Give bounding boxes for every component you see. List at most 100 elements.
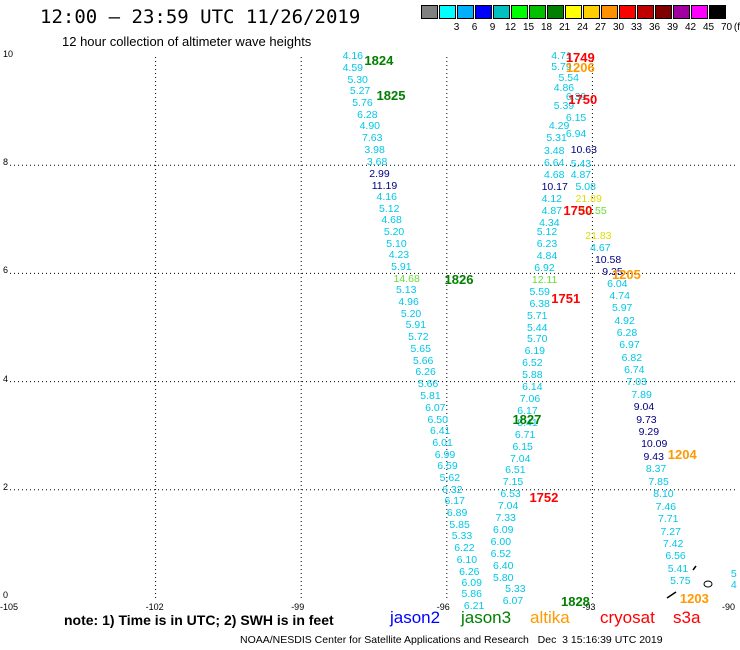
swh-value: 3.68 bbox=[366, 156, 388, 169]
swh-value: 4.92 bbox=[614, 315, 635, 328]
swh-value: 5.65 bbox=[410, 343, 431, 356]
legend-swatch bbox=[709, 5, 726, 19]
legend-label: 18 bbox=[540, 22, 553, 33]
swh-value: 5.81 bbox=[420, 389, 441, 402]
y-tick-label: 8 bbox=[3, 157, 9, 168]
swh-value: 4.67 bbox=[590, 242, 611, 255]
swh-value: 5.44 bbox=[527, 321, 548, 334]
swh-value: 4.84 bbox=[536, 250, 558, 263]
pass-time-label: 1751 bbox=[551, 290, 581, 306]
swh-value: 4.59 bbox=[342, 61, 364, 74]
swh-value: 6.10 bbox=[456, 554, 478, 567]
legend-label: 30 bbox=[612, 22, 625, 33]
legend-label: 15 bbox=[522, 22, 535, 33]
swh-value: 4.90 bbox=[359, 120, 380, 133]
swh-value: 5.20 bbox=[383, 225, 405, 238]
swh-value: 6.51 bbox=[505, 464, 526, 477]
legend-label: 33 bbox=[630, 22, 643, 33]
pass-time-label: 1824 bbox=[364, 53, 394, 69]
page-subtitle: 12 hour collection of altimeter wave hei… bbox=[62, 34, 312, 49]
x-tick-label: -105 bbox=[0, 602, 19, 612]
swh-value: 7.15 bbox=[502, 476, 524, 489]
swh-value: 5.12 bbox=[378, 202, 400, 215]
swh-value: 5.91 bbox=[391, 260, 412, 273]
swh-value: 6.21 bbox=[463, 600, 485, 613]
swh-value: 6.26 bbox=[459, 565, 480, 578]
swh-value: 5 bbox=[730, 567, 737, 580]
swh-value: 4.23 bbox=[388, 249, 410, 262]
swh-value: 4.86 bbox=[553, 82, 575, 95]
swh-value: 6.92 bbox=[534, 262, 555, 275]
swh-value: 7.03 bbox=[626, 376, 647, 389]
swh-value: 6.32 bbox=[442, 483, 463, 496]
pass-time-label: 1750 bbox=[563, 202, 593, 218]
legend-label: 24 bbox=[576, 22, 589, 33]
swh-value: 6.15 bbox=[565, 112, 587, 125]
swh-value: 6.15 bbox=[512, 440, 533, 453]
legend-swatch bbox=[601, 5, 618, 19]
swh-value: 8.41 bbox=[517, 416, 538, 429]
swh-value: 6.38 bbox=[529, 297, 550, 310]
swh-value: 4.29 bbox=[548, 120, 570, 133]
swh-value: 7.63 bbox=[362, 132, 383, 145]
swh-value: 6.19 bbox=[524, 345, 546, 358]
legend-swatch bbox=[691, 5, 708, 19]
swh-value: 5.97 bbox=[611, 302, 633, 315]
swh-value: 6.71 bbox=[514, 428, 536, 441]
swh-value: 6.40 bbox=[493, 559, 514, 572]
swh-value: 6.09 bbox=[493, 523, 514, 536]
swh-value: 5.75 bbox=[670, 575, 691, 588]
swh-value: 5.85 bbox=[449, 519, 470, 532]
island-outline bbox=[703, 580, 713, 588]
swh-value: 21.83 bbox=[585, 229, 612, 242]
swh-value: 7.42 bbox=[662, 537, 684, 550]
pass-time-label: 1752 bbox=[529, 489, 559, 505]
swh-value: 5.76 bbox=[352, 97, 373, 110]
swh-value: 5.80 bbox=[493, 571, 514, 584]
pass-time-label: 1205 bbox=[611, 267, 641, 283]
swh-value: 6.52 bbox=[522, 357, 543, 370]
y-tick-label: 2 bbox=[3, 481, 9, 492]
swh-value: 7.71 bbox=[658, 513, 679, 526]
swh-value: 6.01 bbox=[432, 436, 453, 449]
swh-value: 5.20 bbox=[400, 308, 422, 321]
pass-time-label: 1204 bbox=[667, 446, 697, 462]
swh-value: 9.73 bbox=[636, 413, 657, 426]
swh-value: 7.89 bbox=[631, 388, 652, 401]
legend-swatch bbox=[565, 5, 582, 19]
legend-label: 3 bbox=[453, 22, 460, 33]
swh-value: 5.88 bbox=[522, 369, 543, 382]
coastline bbox=[666, 591, 677, 599]
swh-value: 4 bbox=[730, 578, 737, 591]
swh-value: 7.85 bbox=[648, 475, 669, 488]
swh-value: 4.71 bbox=[551, 50, 572, 62]
satellite-s3a: s3a bbox=[673, 608, 701, 627]
legend-swatch bbox=[655, 5, 672, 19]
pass-time-label: 1825 bbox=[376, 87, 406, 103]
pass-time-label: 1828 bbox=[560, 593, 590, 609]
swh-value: 5.72 bbox=[408, 331, 429, 344]
swh-value: 10.63 bbox=[570, 144, 597, 157]
swh-value: 7.04 bbox=[510, 452, 531, 465]
pass-time-label: 1750 bbox=[568, 91, 598, 107]
swh-value: 5.54 bbox=[558, 71, 579, 84]
legend-swatch bbox=[619, 5, 636, 19]
y-tick-label: 0 bbox=[3, 590, 9, 600]
legend-swatch bbox=[529, 5, 546, 19]
swh-value: 10.09 bbox=[641, 438, 668, 451]
pass-time-label: 1749 bbox=[565, 50, 595, 65]
footer-credit: NOAA/NESDIS Center for Satellite Applica… bbox=[240, 634, 663, 646]
swh-value: 5.66 bbox=[417, 378, 439, 391]
swh-value: 4.96 bbox=[398, 296, 419, 309]
swh-value: 6.99 bbox=[434, 448, 456, 461]
satellite-altika: altika bbox=[530, 608, 570, 627]
swh-value: 3.98 bbox=[364, 144, 385, 157]
swh-value: 5.66 bbox=[412, 354, 434, 367]
swh-value: 6.97 bbox=[619, 339, 640, 352]
swh-value: 5.31 bbox=[546, 132, 567, 145]
swh-value: 6.59 bbox=[437, 460, 458, 473]
y-tick-label: 4 bbox=[3, 373, 9, 384]
swh-value: 4.34 bbox=[539, 216, 560, 229]
legend-label: 27 bbox=[594, 22, 607, 33]
